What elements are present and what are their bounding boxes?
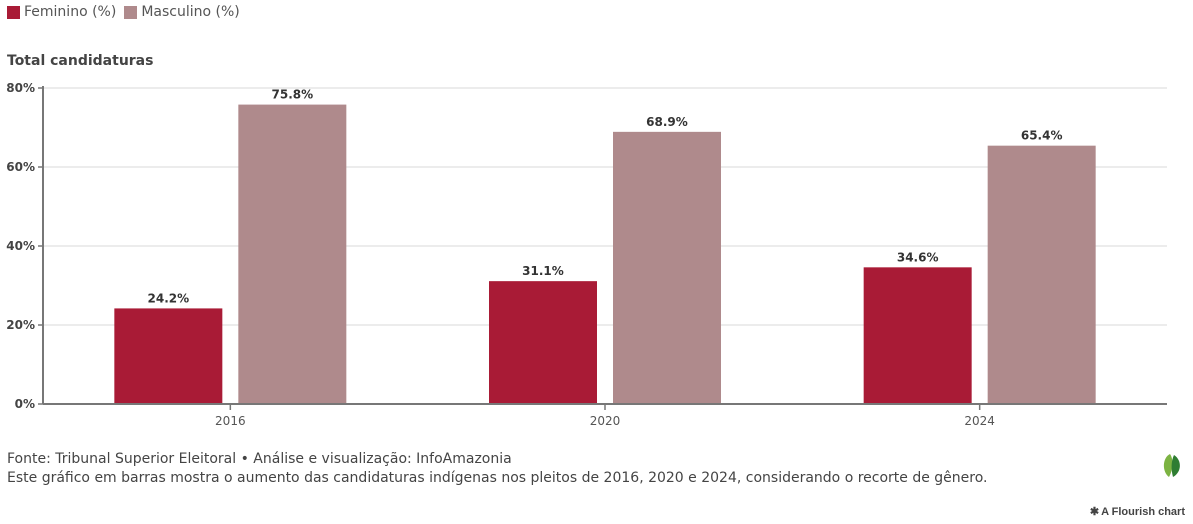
- data-label: 24.2%: [148, 291, 190, 305]
- source-note: Fonte: Tribunal Superior Eleitoral • Aná…: [7, 451, 512, 467]
- y-tick-label: 0%: [15, 397, 35, 411]
- asterisk-icon: ✱: [1089, 506, 1100, 518]
- data-label: 65.4%: [1021, 129, 1063, 143]
- bar-masculino-2024: [987, 145, 1096, 405]
- chart-footer: Fonte: Tribunal Superior Eleitoral • Aná…: [7, 450, 988, 488]
- chart-subtitle: Total candidaturas: [7, 53, 154, 69]
- legend-swatch-feminino: [7, 5, 20, 19]
- data-label: 34.6%: [897, 250, 939, 264]
- data-label: 31.1%: [522, 264, 564, 278]
- bar-feminino-2024: [863, 267, 972, 404]
- bar-chart: 0% 20% 40% 60% 80% 24.2% 75.8% 2016 31.1% 68.9% 20…: [6, 81, 1167, 428]
- leaf-icon: [1160, 452, 1184, 483]
- legend-item-feminino[interactable]: Feminino (%): [7, 4, 116, 20]
- legend-label-masculino: Masculino (%): [141, 4, 240, 20]
- y-tick-label: 20%: [6, 318, 35, 332]
- bar-masculino-2020: [613, 131, 721, 404]
- data-label: 75.8%: [272, 88, 314, 102]
- bar-feminino-2020: [489, 281, 597, 404]
- chart-description: Este gráfico em barras mostra o aumento …: [7, 470, 988, 486]
- x-tick-label: 2016: [215, 414, 246, 428]
- legend: Feminino (%) Masculino (%): [7, 4, 240, 20]
- bar-masculino-2016: [238, 104, 347, 404]
- legend-item-masculino[interactable]: Masculino (%): [124, 4, 240, 20]
- y-tick-label: 40%: [6, 239, 35, 253]
- y-tick-label: 80%: [6, 81, 35, 95]
- data-label: 68.9%: [646, 115, 688, 129]
- bar-feminino-2016: [114, 308, 223, 404]
- y-tick-label: 60%: [6, 160, 35, 174]
- x-tick-label: 2020: [590, 414, 621, 428]
- flourish-credit[interactable]: ✱ A Flourish chart: [1089, 505, 1185, 519]
- legend-label-feminino: Feminino (%): [24, 4, 117, 20]
- flourish-credit-label: A Flourish chart: [1101, 505, 1185, 518]
- legend-swatch-masculino: [124, 5, 138, 19]
- x-tick-label: 2024: [964, 414, 995, 428]
